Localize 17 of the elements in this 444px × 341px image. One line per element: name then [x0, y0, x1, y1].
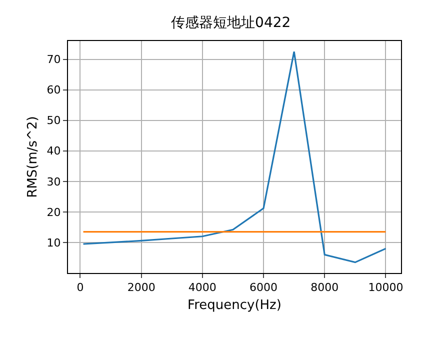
x-tick-label: 10000 — [368, 281, 404, 294]
x-tick-label: 4000 — [188, 281, 216, 294]
x-tick-label: 2000 — [127, 281, 156, 294]
line-series — [82, 50, 387, 264]
x-tick-label: 6000 — [250, 281, 278, 294]
y-axis-title: RMS(m/s^2) — [26, 116, 41, 198]
chart-title: 传感器短地址0422 — [171, 14, 291, 31]
y-tick-label: 30 — [46, 175, 61, 188]
y-tick-label: 50 — [46, 114, 61, 128]
y-tick-label: 20 — [46, 206, 61, 219]
y-tick-label: 40 — [46, 144, 61, 158]
x-tick-label: 8000 — [310, 281, 339, 294]
y-tick-label: 60 — [46, 84, 61, 97]
x-tick-label: 0 — [76, 281, 84, 294]
y-tick-label: 10 — [46, 236, 61, 250]
y-tick-label: 70 — [46, 53, 61, 66]
x-axis-title: Frequency(Hz) — [188, 298, 282, 313]
